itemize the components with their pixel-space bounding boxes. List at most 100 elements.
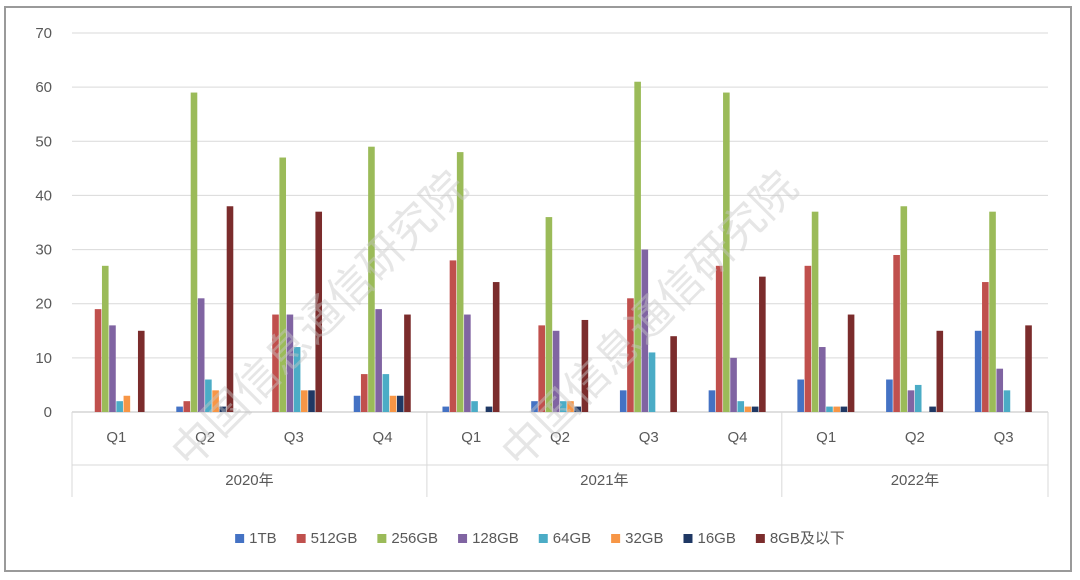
- bar-16GB-2022年 Q2: [929, 406, 936, 412]
- x-tick-label: Q2: [550, 429, 570, 446]
- bar-64GB-2020年 Q1: [116, 401, 123, 412]
- group-label: 2021年: [580, 472, 628, 489]
- x-tick-label: Q2: [905, 429, 925, 446]
- bar-8GB及以下-2020年 Q1: [137, 330, 145, 412]
- y-tick-label: 40: [35, 187, 52, 204]
- bar-1TB-2022年 Q3: [974, 330, 982, 412]
- bar-256GB-2020年 Q3: [279, 157, 287, 412]
- bar-256GB-2021年 Q2: [545, 217, 553, 412]
- y-tick-label: 70: [35, 25, 52, 42]
- bar-128GB-2020年 Q1: [109, 325, 116, 412]
- bar-512GB-2020年 Q1: [94, 309, 102, 412]
- x-tick-label: Q2: [195, 429, 215, 446]
- bar-16GB-2020年 Q2: [219, 406, 227, 412]
- legend-swatch: [611, 534, 621, 543]
- bar-32GB-2021年 Q4: [744, 406, 752, 412]
- bar-1TB-2021年 Q2: [531, 401, 538, 412]
- bar-16GB-2021年 Q1: [485, 406, 493, 412]
- bar-512GB-2021年 Q2: [538, 325, 545, 412]
- bar-512GB-2021年 Q1: [449, 260, 457, 412]
- group-label: 2022年: [891, 472, 939, 489]
- legend: 1TB 512GB 256GB 128GB 64GB 32GB 16GB 8GB及以下: [235, 530, 845, 547]
- bar-64GB-2021年 Q1: [471, 401, 478, 412]
- x-tick-label: Q1: [461, 429, 481, 446]
- x-tick-label: Q4: [373, 429, 393, 446]
- bar-32GB-2021年 Q2: [567, 401, 574, 412]
- y-tick-label: 0: [44, 404, 52, 421]
- y-tick-label: 30: [35, 242, 52, 259]
- bar-8GB及以下-2021年 Q1: [492, 282, 500, 412]
- bar-16GB-2021年 Q2: [574, 406, 581, 412]
- bar-8GB及以下-2021年 Q3: [670, 336, 677, 412]
- bar-512GB-2020年 Q4: [360, 374, 368, 412]
- bar-256GB-2022年 Q1: [811, 211, 819, 412]
- bar-64GB-2020年 Q2: [205, 379, 212, 412]
- bar-8GB及以下-2020年 Q3: [315, 211, 323, 412]
- x-tick-label: Q4: [727, 429, 747, 446]
- group-label: 2020年: [225, 472, 273, 489]
- bar-32GB-2020年 Q3: [301, 390, 308, 412]
- watermark-text: 中国信息通信研究院: [162, 162, 477, 477]
- bar-512GB-2022年 Q3: [982, 282, 989, 412]
- bar-256GB-2020年 Q2: [190, 92, 198, 413]
- x-tick-label: Q1: [106, 429, 126, 446]
- legend-label: 1TB: [249, 530, 277, 547]
- bar-256GB-2021年 Q3: [634, 81, 641, 412]
- bar-64GB-2020年 Q4: [382, 374, 390, 412]
- legend-swatch: [538, 534, 548, 543]
- bar-32GB-2020年 Q2: [212, 390, 219, 412]
- legend-label: 64GB: [553, 530, 591, 547]
- bar-1TB-2021年 Q3: [619, 390, 627, 412]
- bar-256GB-2020年 Q4: [368, 146, 375, 412]
- bar-256GB-2020年 Q1: [101, 265, 109, 412]
- bar-128GB-2022年 Q2: [907, 390, 915, 412]
- axes: 0 10 20 30 40 50 60 70 Q1 Q2 Q3 Q4 2020年 Q1 Q2 Q3 Q4 2021…: [35, 25, 1049, 497]
- bar-1TB-2020年 Q4: [353, 395, 361, 412]
- legend-label: 32GB: [625, 530, 663, 547]
- legend-label: 16GB: [697, 530, 735, 547]
- bar-8GB及以下-2022年 Q1: [847, 314, 855, 412]
- legend-swatch: [683, 534, 693, 543]
- bar-128GB-2021年 Q3: [641, 249, 649, 412]
- bar-512GB-2022年 Q1: [804, 265, 812, 412]
- bar-16GB-2020年 Q3: [308, 390, 315, 412]
- bar-32GB-2022年 Q1: [833, 406, 840, 412]
- legend-label: 8GB及以下: [770, 530, 845, 547]
- y-tick-label: 60: [35, 79, 52, 96]
- bar-256GB-2022年 Q2: [900, 206, 908, 412]
- bar-256GB-2021年 Q4: [723, 92, 730, 413]
- bar-8GB及以下-2022年 Q2: [936, 330, 944, 412]
- bar-512GB-2021年 Q4: [715, 265, 723, 412]
- x-tick-label: Q3: [284, 429, 304, 446]
- bar-16GB-2020年 Q4: [396, 395, 404, 412]
- bar-1TB-2021年 Q1: [442, 406, 450, 412]
- bar-64GB-2021年 Q4: [737, 401, 745, 412]
- bar-128GB-2020年 Q2: [197, 298, 205, 412]
- bar-64GB-2022年 Q3: [1003, 390, 1011, 412]
- bar-512GB-2021年 Q3: [627, 298, 634, 412]
- bar-8GB及以下-2020年 Q4: [404, 314, 411, 412]
- bar-8GB及以下-2020年 Q2: [226, 206, 234, 412]
- bar-512GB-2020年 Q2: [183, 401, 191, 412]
- bar-1TB-2022年 Q1: [797, 379, 804, 412]
- bar-8GB及以下-2021年 Q2: [581, 319, 589, 412]
- bar-128GB-2020年 Q4: [375, 309, 382, 412]
- legend-label: 128GB: [472, 530, 519, 547]
- bar-64GB-2022年 Q2: [914, 384, 922, 412]
- bar-128GB-2022年 Q3: [996, 368, 1004, 412]
- bar-1TB-2020年 Q2: [176, 406, 183, 412]
- bar-32GB-2020年 Q1: [123, 395, 131, 412]
- bar-128GB-2020年 Q3: [286, 314, 294, 412]
- bar-8GB及以下-2021年 Q4: [759, 276, 766, 412]
- x-tick-label: Q1: [816, 429, 836, 446]
- y-tick-label: 50: [35, 133, 52, 150]
- bar-512GB-2020年 Q3: [272, 314, 279, 412]
- bar-1TB-2021年 Q4: [708, 390, 716, 412]
- bar-256GB-2021年 Q1: [456, 152, 464, 412]
- x-tick-label: Q3: [994, 429, 1014, 446]
- bar-16GB-2021年 Q4: [751, 406, 759, 412]
- legend-swatch: [755, 534, 765, 543]
- gridlines: [72, 32, 1048, 413]
- legend-label: 256GB: [391, 530, 438, 547]
